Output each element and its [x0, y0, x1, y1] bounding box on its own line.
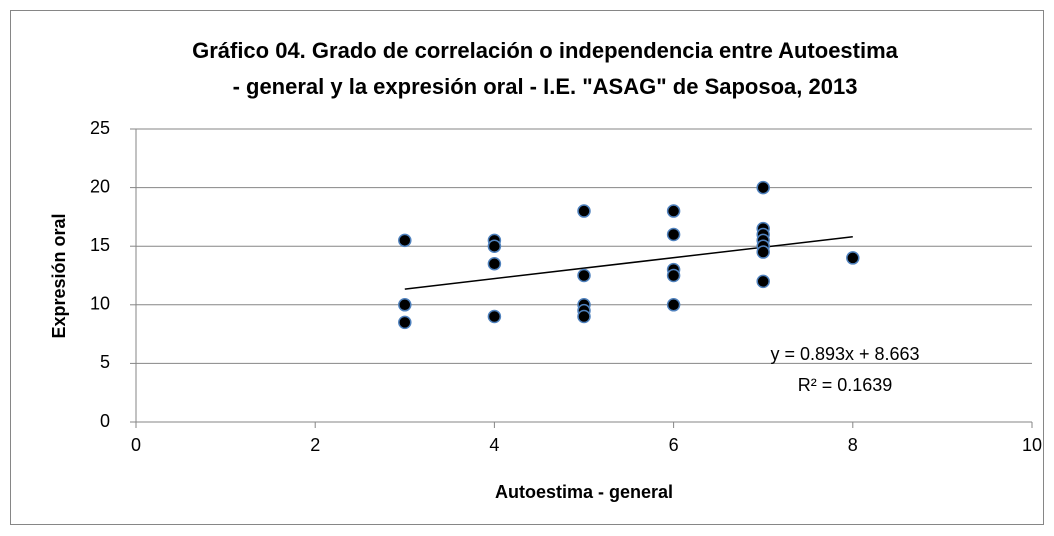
point: [666, 298, 681, 312]
trendline-r2: R² = 0.1639: [798, 375, 893, 395]
point: [666, 227, 681, 242]
point: [577, 204, 591, 218]
point: [756, 274, 770, 289]
point: [577, 309, 591, 324]
point: [487, 309, 502, 324]
x-tick-label: 8: [848, 435, 858, 455]
y-tick-label: 20: [90, 176, 110, 196]
x-tick-label: 2: [310, 435, 320, 455]
point: [756, 245, 770, 259]
chart-title: Gráfico 04. Grado de correlación o indep…: [192, 38, 899, 63]
trendline-equation: y = 0.893x + 8.663: [770, 344, 919, 364]
x-tick-label: 4: [489, 435, 499, 455]
x-tick-label: 0: [131, 435, 141, 455]
point: [487, 257, 502, 271]
y-tick-label: 5: [100, 352, 110, 372]
point: [398, 315, 412, 330]
point: [846, 251, 860, 265]
point: [398, 298, 412, 312]
chart-title: - general y la expresión oral - I.E. "AS…: [233, 74, 858, 99]
point: [577, 268, 591, 283]
x-tick-label: 10: [1022, 435, 1042, 455]
point: [756, 180, 770, 195]
point: [666, 268, 681, 283]
y-tick-label: 25: [90, 118, 110, 138]
y-tick-label: 15: [90, 235, 110, 255]
trendline: [404, 235, 853, 290]
x-axis-title: Autoestima - general: [495, 482, 673, 502]
x-tick-label: 6: [669, 435, 679, 455]
point: [398, 233, 412, 248]
chart-border: [10, 10, 1044, 525]
y-tick-label: 0: [100, 411, 110, 431]
point: [487, 239, 502, 253]
point: [666, 204, 681, 218]
y-axis-title: Expresión oral: [49, 213, 69, 338]
y-tick-label: 10: [90, 294, 110, 314]
